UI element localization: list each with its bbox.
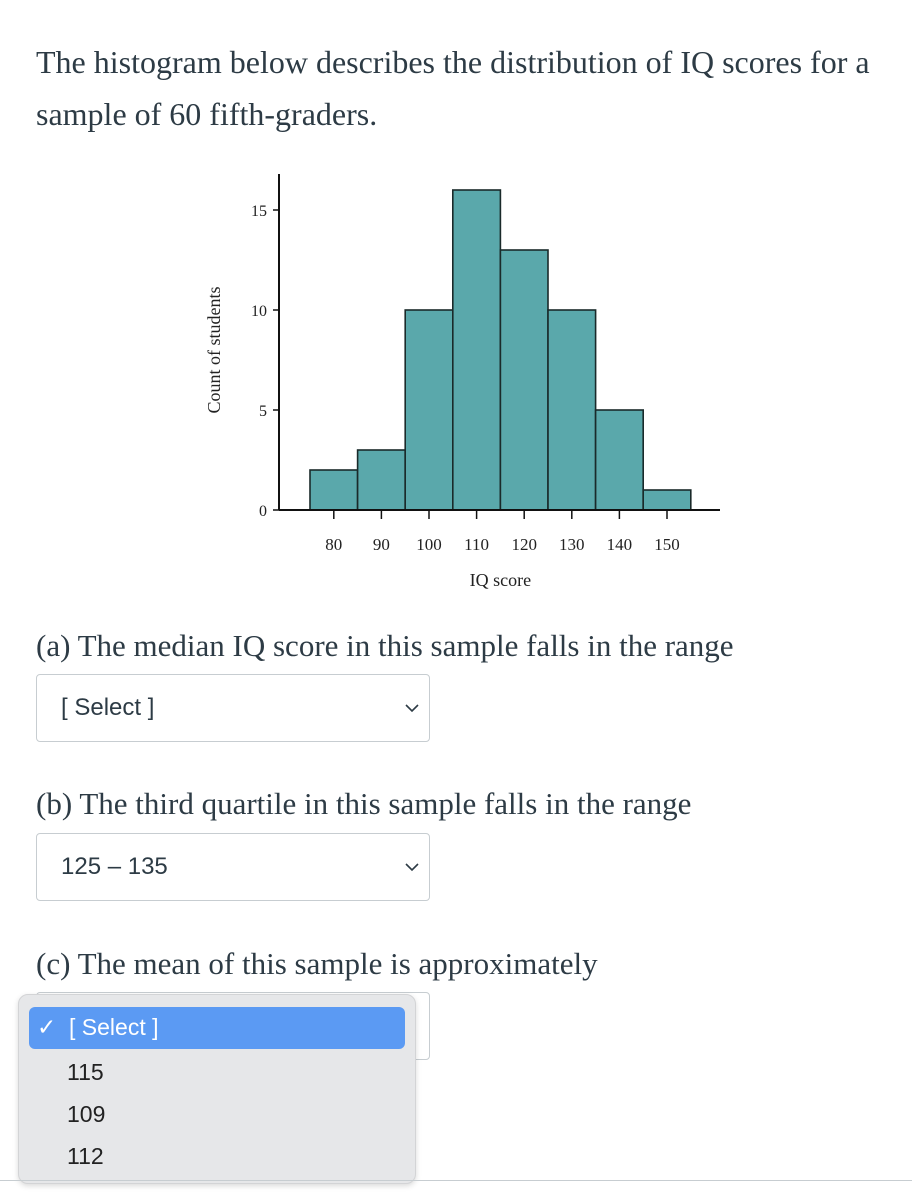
- x-axis-label: IQ score: [470, 570, 531, 590]
- select-third-quartile[interactable]: 125 – 135: [36, 833, 430, 901]
- histogram-bar: [547, 309, 597, 511]
- dropdown-option[interactable]: 112: [67, 1143, 104, 1169]
- y-tick-label: 0: [259, 503, 267, 520]
- select-median-value: [ Select ]: [61, 694, 155, 721]
- y-tick-label: 10: [251, 303, 267, 320]
- question-intro: The histogram below describes the distri…: [36, 44, 870, 132]
- dropdown-option[interactable]: 115: [67, 1059, 104, 1085]
- y-axis-label: Count of students: [204, 286, 224, 413]
- select-median-range[interactable]: [ Select ]: [36, 674, 430, 742]
- histogram-bar: [356, 449, 407, 511]
- histogram-bar: [309, 469, 359, 511]
- x-tick-label: 150: [654, 535, 680, 554]
- x-tick-label: 80: [325, 535, 342, 554]
- x-tick-label: 100: [416, 535, 442, 554]
- iq-histogram: 0 5 10 15 80 90 100 110 120 130 140 150 IQ score Coun…: [204, 174, 720, 590]
- y-tick-label: 5: [259, 403, 267, 420]
- dropdown-option-label: [ Select ]: [69, 1014, 159, 1040]
- x-tick-label: 90: [373, 535, 390, 554]
- x-tick-label: 110: [464, 535, 489, 554]
- divider: [0, 1180, 912, 1181]
- histogram-bar: [499, 249, 549, 511]
- chevron-down-icon: [405, 704, 419, 713]
- chevron-down-icon: [405, 863, 419, 872]
- question-c-text: (c) The mean of this sample is approxima…: [36, 946, 598, 981]
- question-a-text: (a) The median IQ score in this sample f…: [36, 628, 734, 663]
- x-tick-label: 120: [511, 535, 537, 554]
- dropdown-option[interactable]: 109: [67, 1101, 106, 1127]
- histogram-bar: [642, 489, 692, 511]
- histogram-bar: [451, 189, 502, 511]
- y-tick-label: 15: [251, 203, 267, 220]
- dropdown-option-select[interactable]: ✓ [ Select ]: [29, 1007, 405, 1049]
- select-third-quartile-value: 125 – 135: [61, 853, 168, 880]
- checkmark-icon: ✓: [37, 1014, 57, 1040]
- question-b-text: (b) The third quartile in this sample fa…: [36, 786, 692, 821]
- x-tick-label: 130: [559, 535, 585, 554]
- mean-options-dropdown: ✓ [ Select ] 115 109 112: [18, 994, 416, 1184]
- histogram-bar: [404, 309, 454, 511]
- histogram-bar: [594, 409, 645, 511]
- x-tick-label: 140: [607, 535, 633, 554]
